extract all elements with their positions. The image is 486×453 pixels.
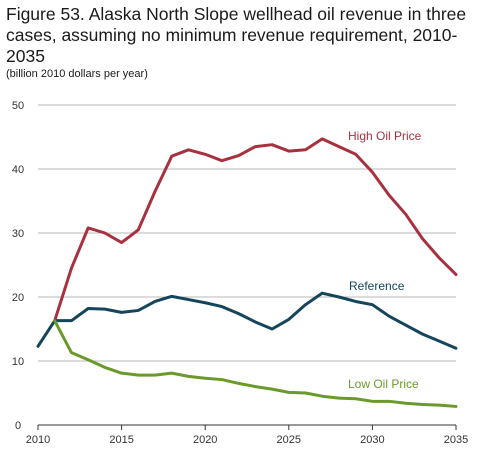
x-tick-label: 2010 — [26, 434, 50, 446]
y-tick-label: 50 — [12, 100, 24, 112]
chart-title: Figure 53. Alaska North Slope wellhead o… — [6, 4, 467, 66]
series-lines — [36, 137, 458, 408]
y-tick-label: 30 — [12, 228, 24, 240]
series-label-reference: Reference — [349, 279, 405, 293]
y-tick-label: 0 — [15, 420, 21, 432]
series-line-reference — [36, 291, 458, 350]
x-tick-label: 2015 — [109, 434, 133, 446]
y-tick-label: 40 — [12, 164, 24, 176]
x-axis: 2010 2015 2020 2025 2030 2035 — [26, 424, 468, 446]
series-label-high-oil-price: High Oil Price — [348, 129, 422, 143]
series-line-low-oil-price — [53, 319, 458, 408]
y-tick-label: 20 — [12, 292, 24, 304]
x-tick-label: 2030 — [360, 434, 384, 446]
series-labels: High Oil Price Reference Low Oil Price — [348, 129, 422, 391]
chart-subtitle: (billion 2010 dollars per year) — [6, 68, 148, 80]
x-tick-label: 2025 — [277, 434, 301, 446]
series-label-low-oil-price: Low Oil Price — [348, 377, 419, 391]
x-tick-label: 2035 — [444, 434, 468, 446]
x-tick-label: 2020 — [193, 434, 217, 446]
y-tick-label: 10 — [12, 356, 24, 368]
series-line-high-oil-price — [53, 137, 458, 323]
y-axis-labels: 0 10 20 30 40 50 — [12, 100, 24, 432]
